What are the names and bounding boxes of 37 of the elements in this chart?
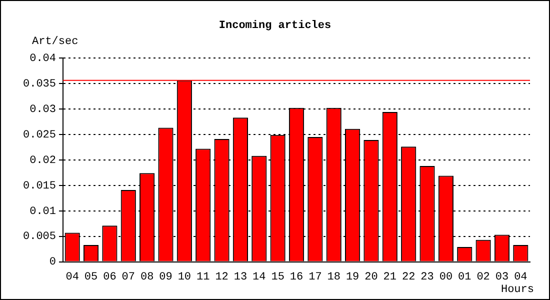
x-tick-label: 17 [308, 271, 322, 284]
x-tick-label: 22 [402, 271, 416, 284]
x-tick-label: 18 [327, 271, 340, 284]
x-tick-label: 04 [514, 271, 528, 284]
y-tick-label: 0.005 [22, 231, 56, 244]
x-tick-label: 11 [196, 271, 210, 284]
y-tick-label: 0.025 [22, 129, 56, 142]
y-tick-label: 0.035 [22, 78, 56, 90]
x-tick-label: 08 [140, 271, 154, 284]
y-tick-label: 0.04 [30, 52, 56, 65]
x-tick-label: 21 [383, 271, 397, 284]
x-tick-label: 02 [476, 271, 490, 284]
x-tick-label: 12 [215, 271, 228, 284]
y-tick-label: 0.01 [30, 206, 56, 218]
x-tick-label: 19 [346, 271, 360, 284]
x-tick-label: 23 [420, 271, 434, 284]
x-axis-title: Hours [500, 284, 534, 296]
y-axis-title: Art/sec [32, 36, 78, 48]
x-tick-label: 13 [234, 271, 248, 284]
x-tick-label: 20 [364, 271, 378, 284]
x-tick-label: 14 [252, 271, 266, 284]
x-tick-label: 04 [66, 271, 80, 284]
x-tick-label: 07 [122, 271, 135, 284]
y-tick-label: 0.015 [22, 180, 56, 192]
x-tick-label: 05 [84, 271, 98, 284]
y-tick-label: 0 [49, 256, 56, 269]
chart-title: Incoming articles [218, 20, 332, 32]
x-tick-label: 09 [159, 271, 172, 284]
x-tick-label: 16 [290, 271, 304, 284]
x-tick-label: 15 [271, 271, 284, 284]
y-tick-label: 0.03 [30, 104, 56, 116]
y-tick-label: 0.02 [30, 154, 56, 167]
x-tick-label: 10 [178, 271, 192, 284]
x-tick-label: 00 [439, 271, 453, 284]
x-tick-label: 03 [495, 271, 509, 284]
x-tick-label: 01 [458, 271, 472, 284]
x-tick-label: 06 [103, 271, 116, 284]
